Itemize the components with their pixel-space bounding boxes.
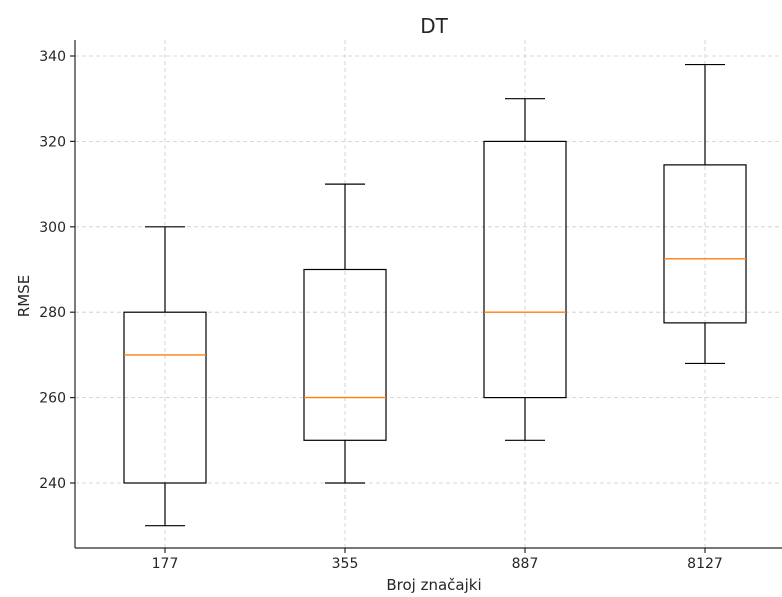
y-tick-label: 280	[39, 305, 66, 321]
iqr-box	[663, 164, 747, 324]
x-tick-label: 887	[512, 556, 539, 572]
y-tick-label: 340	[39, 49, 66, 65]
box-8127	[663, 63, 747, 365]
axis-ticks: 240 260 280 300 320 340 177 355 887 8127	[39, 49, 723, 572]
x-tick-label: 8127	[687, 556, 723, 572]
x-axis-label: Broj značajki	[386, 576, 481, 594]
y-tick-label: 300	[39, 220, 66, 236]
y-tick-label: 260	[39, 391, 66, 407]
y-tick-label: 320	[39, 134, 66, 150]
box-355	[303, 183, 387, 484]
box-887	[483, 98, 567, 441]
chart-title: DT	[420, 14, 448, 38]
box-177	[123, 226, 207, 527]
y-tick-label: 240	[39, 476, 66, 492]
y-axis-label: RMSE	[15, 275, 33, 317]
x-tick-label: 355	[332, 556, 359, 572]
box-plot-series	[123, 63, 747, 527]
iqr-box	[483, 140, 567, 399]
iqr-box	[303, 268, 387, 441]
grid-lines	[75, 40, 782, 548]
iqr-box	[123, 311, 207, 484]
x-tick-label: 177	[152, 556, 179, 572]
